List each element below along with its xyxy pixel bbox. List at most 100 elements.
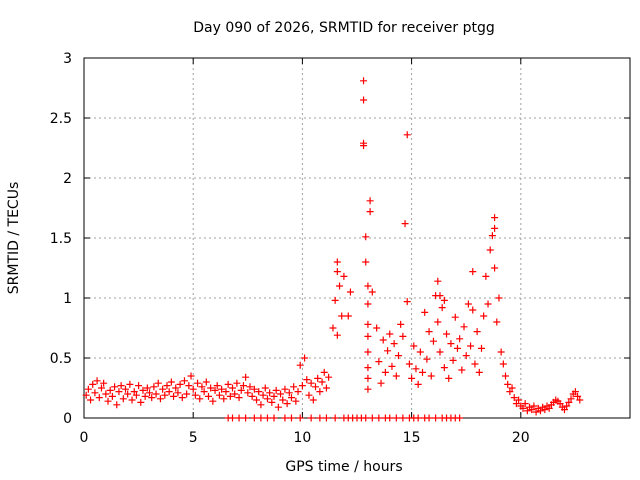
data-point (257, 401, 265, 409)
data-point (165, 388, 173, 396)
data-point (403, 131, 411, 139)
data-point (362, 258, 370, 266)
data-point (419, 368, 427, 376)
data-point (523, 407, 531, 415)
data-point (270, 392, 278, 400)
data-point (253, 396, 261, 404)
data-point (333, 331, 341, 339)
x-tick-label: 10 (293, 430, 311, 446)
data-point (427, 372, 435, 380)
data-point (200, 388, 208, 396)
data-point (414, 414, 422, 422)
data-point (128, 396, 136, 404)
data-point (381, 368, 389, 376)
data-point (340, 272, 348, 280)
grid-lines (84, 58, 630, 418)
data-point (229, 414, 237, 422)
data-point (250, 414, 258, 422)
data-point (390, 340, 398, 348)
data-point (360, 96, 368, 104)
data-point (563, 402, 571, 410)
data-point (556, 400, 564, 408)
y-tick-label: 0.5 (50, 351, 72, 367)
data-point (368, 288, 376, 296)
data-point (117, 382, 125, 390)
data-point (362, 233, 370, 241)
data-point (375, 414, 383, 422)
data-point (263, 414, 271, 422)
data-point (477, 344, 485, 352)
data-point (242, 414, 250, 422)
data-point (449, 356, 457, 364)
data-point (250, 385, 258, 393)
data-point (100, 379, 108, 387)
data-point (364, 332, 372, 340)
data-point (493, 318, 501, 326)
data-point (255, 388, 263, 396)
data-point (261, 384, 269, 392)
data-point (364, 348, 372, 356)
data-point (229, 384, 237, 392)
data-point (499, 360, 507, 368)
data-point (222, 388, 230, 396)
data-point (412, 365, 420, 373)
data-point (530, 402, 538, 410)
data-point (475, 368, 483, 376)
data-point (508, 384, 516, 392)
data-point (410, 342, 418, 350)
data-point (143, 384, 151, 392)
data-point (502, 372, 510, 380)
data-point (239, 382, 247, 390)
data-point (248, 392, 256, 400)
data-point (146, 389, 154, 397)
data-point (576, 396, 584, 404)
data-point (536, 407, 544, 415)
data-point (263, 395, 271, 403)
data-point (329, 324, 337, 332)
data-point (170, 392, 178, 400)
data-point (316, 388, 324, 396)
data-points (82, 77, 584, 422)
data-point (434, 277, 442, 285)
data-point (296, 414, 304, 422)
data-point (414, 380, 422, 388)
data-point (93, 377, 101, 385)
data-point (215, 391, 223, 399)
x-tick-label: 15 (403, 430, 421, 446)
data-point (235, 414, 243, 422)
data-point (364, 320, 372, 328)
data-point (473, 328, 481, 336)
data-point (521, 400, 529, 408)
data-point (325, 373, 333, 381)
data-point (185, 382, 193, 390)
data-point (510, 394, 518, 402)
data-point (515, 396, 523, 404)
data-point (130, 388, 138, 396)
y-tick-label: 1.5 (50, 231, 72, 247)
data-point (458, 366, 466, 374)
data-point (287, 394, 295, 402)
data-point (541, 406, 549, 414)
data-point (497, 348, 505, 356)
y-tick-label: 0 (63, 411, 72, 427)
data-point (451, 313, 459, 321)
data-point (429, 337, 437, 345)
data-point (270, 414, 278, 422)
data-point (259, 391, 267, 399)
data-point (386, 414, 394, 422)
data-point (484, 300, 492, 308)
data-point (469, 306, 477, 314)
data-point (233, 379, 241, 387)
data-point (161, 391, 169, 399)
data-point (113, 401, 121, 409)
data-point (471, 360, 479, 368)
data-point (309, 396, 317, 404)
data-point (159, 385, 167, 393)
data-point (425, 328, 433, 336)
data-point (366, 208, 374, 216)
data-point (491, 214, 499, 222)
data-point (364, 385, 372, 393)
data-point (281, 385, 289, 393)
data-point (213, 382, 221, 390)
data-point (318, 378, 326, 386)
